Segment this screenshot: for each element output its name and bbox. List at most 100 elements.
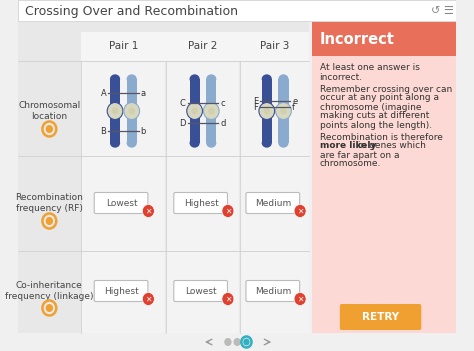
Text: Highest: Highest [104, 286, 139, 296]
Text: chromosome (imagine: chromosome (imagine [319, 102, 421, 112]
Ellipse shape [262, 74, 272, 84]
Ellipse shape [278, 138, 289, 148]
Text: incorrect.: incorrect. [319, 73, 363, 81]
Text: ☰: ☰ [444, 6, 454, 16]
Circle shape [124, 102, 139, 119]
Circle shape [243, 338, 250, 345]
Circle shape [264, 107, 270, 114]
Text: c: c [220, 99, 225, 107]
FancyBboxPatch shape [240, 61, 309, 155]
FancyBboxPatch shape [94, 192, 148, 213]
Text: Recombination is therefore: Recombination is therefore [319, 132, 442, 141]
Text: b: b [140, 126, 146, 135]
FancyBboxPatch shape [240, 157, 309, 251]
Text: a: a [140, 88, 146, 98]
Ellipse shape [110, 74, 120, 84]
FancyBboxPatch shape [312, 22, 456, 333]
Text: Lowest: Lowest [106, 199, 137, 207]
Text: occur at any point along a: occur at any point along a [319, 93, 438, 102]
FancyBboxPatch shape [246, 280, 300, 302]
FancyBboxPatch shape [206, 79, 216, 143]
Text: Highest: Highest [184, 199, 219, 207]
Text: chromosome.: chromosome. [319, 159, 381, 168]
Circle shape [280, 107, 287, 114]
Circle shape [191, 107, 198, 114]
FancyBboxPatch shape [94, 280, 148, 302]
Text: Crossing Over and Recombination: Crossing Over and Recombination [25, 5, 238, 18]
Ellipse shape [190, 74, 200, 84]
FancyBboxPatch shape [18, 0, 456, 21]
Text: Pair 1: Pair 1 [109, 41, 138, 51]
Text: At least one answer is: At least one answer is [319, 64, 419, 73]
FancyBboxPatch shape [166, 61, 239, 155]
FancyBboxPatch shape [246, 192, 300, 213]
FancyBboxPatch shape [278, 79, 289, 143]
Text: e: e [292, 97, 298, 106]
Text: ✕: ✕ [225, 206, 231, 216]
FancyBboxPatch shape [240, 252, 309, 332]
Ellipse shape [127, 138, 137, 148]
Text: Recombination
frequency (RF): Recombination frequency (RF) [16, 193, 83, 213]
Ellipse shape [190, 138, 200, 148]
Circle shape [208, 107, 215, 114]
Text: Remember crossing over can: Remember crossing over can [319, 85, 452, 93]
Text: C: C [180, 99, 186, 107]
Text: d: d [220, 119, 226, 127]
Text: ↺: ↺ [430, 6, 440, 16]
Text: RETRY: RETRY [362, 312, 399, 322]
Circle shape [142, 292, 155, 305]
Circle shape [46, 125, 53, 133]
FancyBboxPatch shape [262, 79, 272, 143]
Circle shape [142, 205, 155, 218]
Text: more likely: more likely [319, 141, 376, 151]
Text: Chromosomal
location: Chromosomal location [18, 101, 81, 121]
Text: are far apart on a: are far apart on a [319, 151, 399, 159]
Text: f: f [292, 102, 295, 112]
Circle shape [203, 102, 219, 119]
Text: Incorrect: Incorrect [319, 32, 394, 46]
Text: in genes which: in genes which [355, 141, 426, 151]
FancyBboxPatch shape [340, 304, 421, 330]
FancyBboxPatch shape [190, 79, 200, 143]
Text: ✕: ✕ [225, 294, 231, 304]
FancyBboxPatch shape [81, 32, 310, 61]
Text: making cuts at different: making cuts at different [319, 112, 429, 120]
Ellipse shape [262, 138, 272, 148]
Circle shape [222, 205, 234, 218]
Text: D: D [179, 119, 186, 127]
Ellipse shape [110, 138, 120, 148]
Circle shape [224, 338, 232, 346]
FancyBboxPatch shape [127, 79, 137, 143]
FancyBboxPatch shape [81, 252, 165, 332]
Circle shape [234, 338, 241, 346]
FancyBboxPatch shape [18, 22, 310, 333]
Circle shape [112, 107, 118, 114]
Text: points along the length).: points along the length). [319, 120, 432, 130]
FancyBboxPatch shape [166, 252, 239, 332]
Text: Pair 2: Pair 2 [188, 41, 218, 51]
Text: Pair 3: Pair 3 [260, 41, 290, 51]
Text: Medium: Medium [255, 199, 292, 207]
Circle shape [294, 292, 306, 305]
Text: E: E [253, 97, 258, 106]
Text: ✕: ✕ [145, 206, 152, 216]
FancyBboxPatch shape [81, 61, 165, 155]
FancyBboxPatch shape [312, 22, 456, 56]
Text: Co-inheritance
frequency (linkage): Co-inheritance frequency (linkage) [5, 281, 93, 301]
Text: A: A [100, 88, 106, 98]
FancyBboxPatch shape [166, 157, 239, 251]
Circle shape [222, 292, 234, 305]
Text: Lowest: Lowest [185, 286, 217, 296]
Text: ✕: ✕ [297, 294, 303, 304]
Ellipse shape [206, 74, 216, 84]
Text: B: B [100, 126, 106, 135]
Circle shape [107, 102, 123, 119]
Circle shape [275, 102, 292, 119]
Circle shape [294, 205, 306, 218]
Text: ✕: ✕ [297, 206, 303, 216]
FancyBboxPatch shape [174, 192, 228, 213]
FancyBboxPatch shape [110, 79, 120, 143]
Circle shape [46, 304, 53, 312]
Circle shape [187, 102, 202, 119]
Circle shape [128, 107, 135, 114]
